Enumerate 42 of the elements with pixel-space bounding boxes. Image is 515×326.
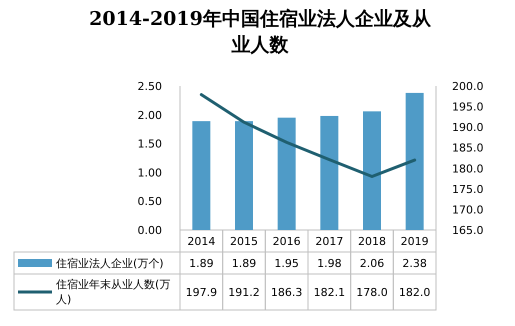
y2-tick-label: 190.0 [452, 121, 484, 134]
bar [278, 118, 296, 230]
x-tick-label: 2016 [272, 235, 301, 248]
y-tick-label: 0.50 [138, 195, 162, 208]
data-label: 186.3 [270, 286, 302, 299]
y-tick-label: 2.00 [138, 108, 162, 122]
bar [406, 92, 424, 230]
data-label: 182.0 [398, 286, 430, 299]
y2-tick-label: 165.0 [452, 224, 484, 237]
x-tick-label: 2014 [187, 235, 216, 248]
data-label: 197.9 [186, 286, 218, 299]
bar [235, 121, 253, 230]
line-series [200, 93, 416, 178]
y-tick-label: 2.50 [138, 80, 162, 93]
x-tick-label: 2017 [315, 235, 344, 248]
bar [192, 121, 210, 230]
x-tick-label: 2018 [358, 235, 386, 248]
y2-tick-label: 200.0 [452, 80, 484, 93]
y2-tick-label: 185.0 [452, 142, 484, 155]
data-label: 182.1 [314, 286, 346, 299]
legend-label: 住宿业年末从业人数(万人) [56, 277, 172, 308]
legend-label: 住宿业法人企业(万个) [56, 256, 165, 272]
data-label: 2.38 [402, 257, 427, 270]
data-label: 1.89 [232, 257, 256, 270]
y2-tick-label: 180.0 [452, 162, 484, 176]
chart-title: 2014-2019年中国住宿业法人企业及从业人数 [88, 7, 432, 58]
y2-tick-label: 175.0 [452, 182, 484, 196]
y-tick-label: 1.50 [138, 138, 162, 151]
x-tick-label: 2019 [400, 235, 429, 248]
bar [320, 116, 338, 230]
data-label: 1.98 [317, 257, 342, 270]
y-tick-label: 0.00 [138, 224, 162, 237]
data-label: 1.95 [274, 257, 299, 270]
data-label: 1.89 [189, 257, 214, 270]
bar [363, 111, 381, 230]
y2-tick-label: 170.0 [452, 203, 484, 216]
y2-tick-label: 195.0 [452, 100, 484, 114]
x-tick-label: 2015 [230, 235, 258, 248]
y-tick-label: 1.00 [138, 166, 162, 180]
data-label: 178.0 [356, 286, 388, 299]
data-label: 2.06 [360, 257, 384, 270]
data-label: 191.2 [228, 286, 260, 299]
